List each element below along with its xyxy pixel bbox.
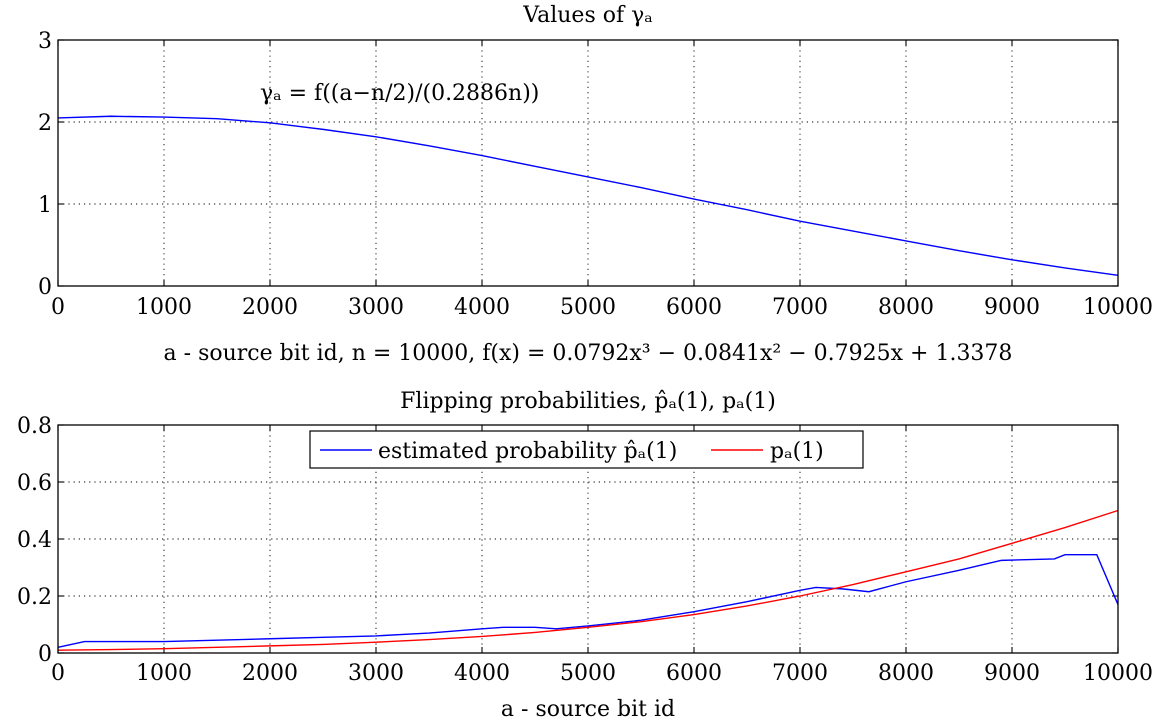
- chart-flipping-probabilities: 0 1000 2000 3000 4000 5000 6000 7000 8000 9000 100…: [17, 389, 1152, 722]
- x-tick-label: 3000: [348, 295, 404, 320]
- y-tick-label: 0: [38, 642, 52, 667]
- x-tick-label: 8000: [878, 661, 934, 686]
- x-tick-label: 3000: [348, 661, 404, 686]
- x-tick-label: 7000: [772, 661, 828, 686]
- x-axis-label: a - source bit id: [501, 697, 675, 722]
- x-tick-label: 9000: [984, 295, 1040, 320]
- chart-gamma-values: 0 1000 2000 3000 4000 5000 6000 7000 8000 9000 100…: [38, 3, 1152, 366]
- x-tick-label: 8000: [878, 295, 934, 320]
- x-tick-label: 7000: [772, 295, 828, 320]
- y-tick-label: 0: [38, 275, 52, 300]
- legend: estimated probability p̂ₐ(1) pₐ(1): [309, 430, 864, 469]
- plot-frame: [57, 39, 1119, 287]
- y-tick-label: 2: [38, 111, 52, 136]
- x-tick-label: 2000: [242, 661, 298, 686]
- x-tick-label: 1000: [136, 661, 192, 686]
- chart-title: Flipping probabilities, p̂ₐ(1), pₐ(1): [400, 389, 776, 414]
- chart-title: Values of γₐ: [522, 3, 653, 28]
- series-line-blue: [57, 553, 1119, 648]
- legend-label: pₐ(1): [770, 439, 824, 464]
- legend-box: [309, 430, 864, 469]
- x-tick-label: 10000: [1083, 295, 1152, 320]
- x-tick-label: 4000: [454, 661, 510, 686]
- x-tick-label: 10000: [1083, 661, 1152, 686]
- series-line-red: [57, 509, 1119, 651]
- x-tick-label: 1000: [136, 295, 192, 320]
- y-tick-label: 0.4: [17, 528, 52, 553]
- x-tick-label: 6000: [666, 661, 722, 686]
- x-tick-label: 0: [51, 295, 65, 320]
- y-tick-label: 1: [38, 193, 52, 218]
- x-tick-label: 9000: [984, 661, 1040, 686]
- x-axis-label: a - source bit id, n = 10000, f(x) = 0.0…: [164, 341, 1013, 366]
- x-tick-label: 2000: [242, 295, 298, 320]
- y-tick-label: 0.8: [17, 414, 52, 439]
- series-line-blue: [57, 115, 1119, 277]
- plot-frame: [57, 424, 1119, 654]
- x-tick-label: 5000: [560, 295, 616, 320]
- y-tick-label: 0.2: [17, 585, 52, 610]
- legend-label: estimated probability p̂ₐ(1): [378, 439, 677, 464]
- formula-annotation: γₐ = f((a−n/2)/(0.2886n)): [260, 81, 539, 106]
- x-tick-label: 0: [51, 661, 65, 686]
- y-tick-label: 0.6: [17, 471, 52, 496]
- x-tick-label: 5000: [560, 661, 616, 686]
- y-tick-label: 3: [38, 29, 52, 54]
- x-tick-label: 4000: [454, 295, 510, 320]
- x-tick-label: 6000: [666, 295, 722, 320]
